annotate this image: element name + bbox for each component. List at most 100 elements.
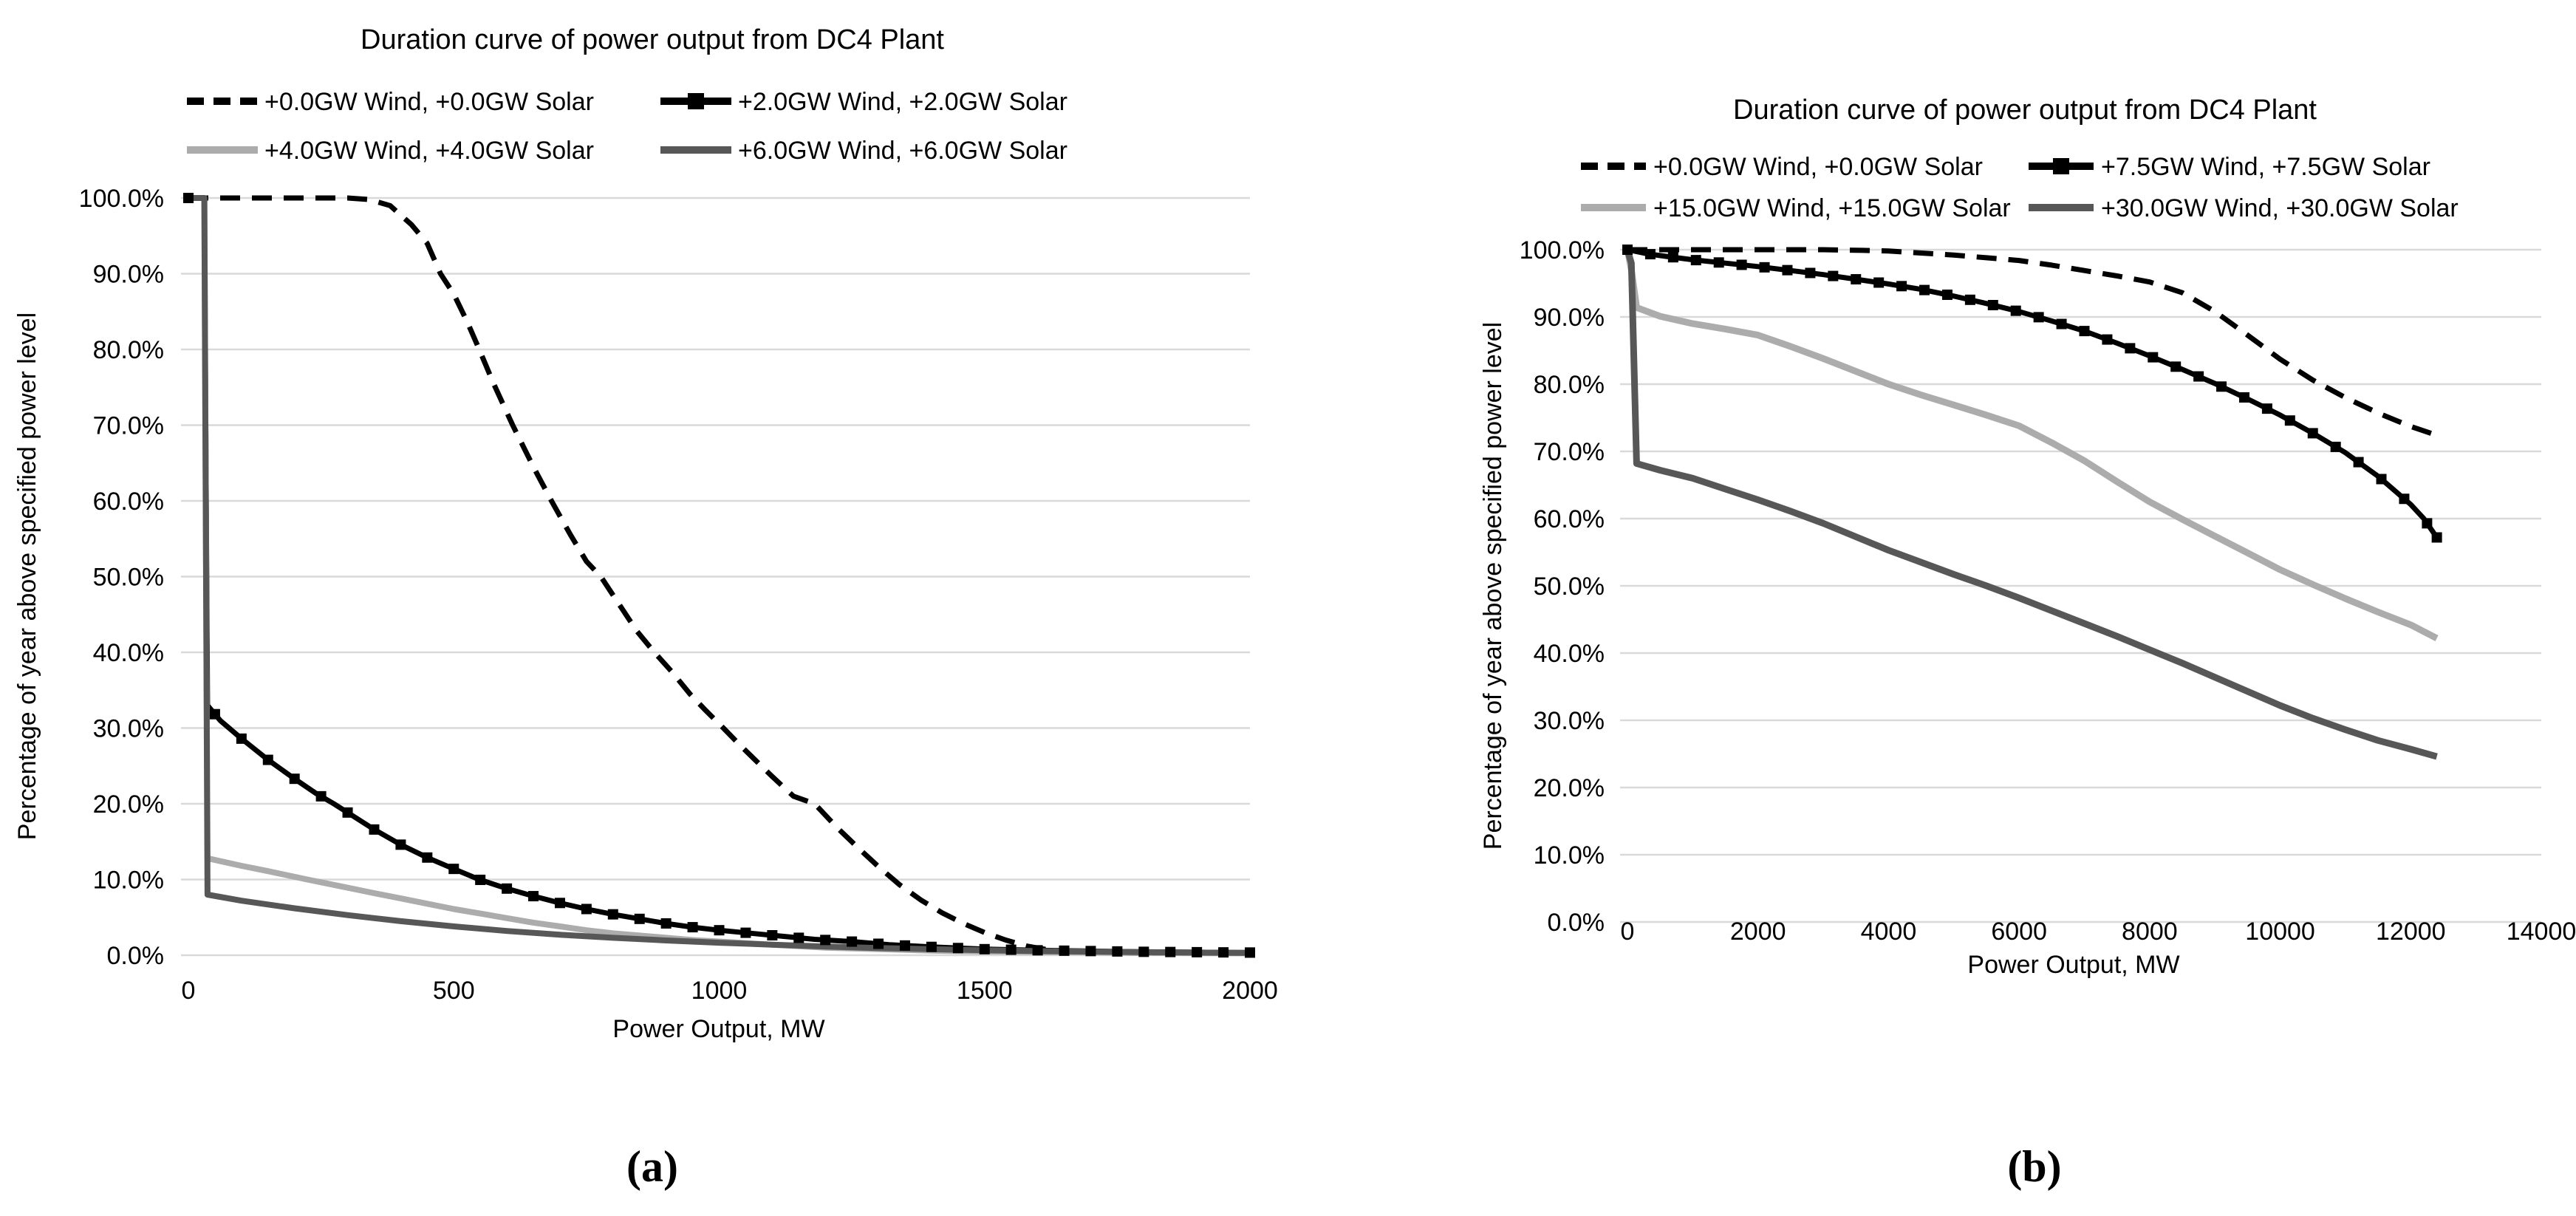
series-marker bbox=[1851, 274, 1862, 285]
series-marker bbox=[607, 909, 618, 920]
chart-a-title: Duration curve of power output from DC4 … bbox=[361, 24, 944, 55]
series-marker bbox=[1873, 277, 1885, 288]
chart-b-legend-keys bbox=[1581, 158, 2094, 211]
x-tick-label: 6000 bbox=[1991, 918, 2047, 946]
series-marker bbox=[847, 936, 858, 947]
series-marker bbox=[2422, 518, 2433, 529]
y-tick-label: 80.0% bbox=[93, 336, 164, 364]
series-marker bbox=[1736, 259, 1747, 270]
series-marker bbox=[1919, 284, 1930, 296]
series-marker bbox=[2193, 371, 2204, 382]
chart-a-x-axis-title: Power Output, MW bbox=[612, 1015, 824, 1043]
series-marker bbox=[1828, 270, 1839, 281]
legend-label-a3: +6.0GW Wind, +6.0GW Solar bbox=[738, 137, 1067, 165]
series-marker bbox=[422, 852, 433, 863]
caption-b: (b) bbox=[2007, 1142, 2062, 1191]
x-tick-label: 8000 bbox=[2122, 918, 2178, 946]
series-marker bbox=[2010, 305, 2021, 316]
legend-label-a0: +0.0GW Wind, +0.0GW Solar bbox=[264, 88, 594, 116]
chart-b-plot-area: 0.0% 10.0% 20.0% 30.0% 40.0% 50.0% 60.0% 70.0% 8… bbox=[1520, 236, 2576, 946]
series-marker bbox=[2170, 361, 2182, 372]
y-tick-label: 80.0% bbox=[1534, 371, 1605, 399]
series-marker bbox=[1138, 946, 1149, 957]
chart-b: Duration curve of power output from DC4 … bbox=[1479, 95, 2576, 979]
y-tick-label: 100.0% bbox=[79, 185, 164, 213]
series-line bbox=[188, 195, 1251, 955]
series-marker bbox=[209, 708, 220, 720]
y-tick-label: 10.0% bbox=[1534, 841, 1605, 870]
series-marker bbox=[2330, 441, 2341, 452]
series-marker bbox=[873, 938, 884, 949]
x-tick-label: 1500 bbox=[957, 977, 1013, 1005]
series-marker bbox=[581, 904, 592, 915]
series-marker bbox=[1644, 249, 1656, 260]
series-marker bbox=[1667, 252, 1678, 263]
series-marker bbox=[1896, 281, 1907, 292]
legend-label-b2: +15.0GW Wind, +15.0GW Solar bbox=[1653, 194, 2011, 222]
chart-b-y-axis-title: Percentage of year above specified power… bbox=[1479, 322, 1507, 850]
y-tick-label: 30.0% bbox=[93, 715, 164, 743]
y-tick-label: 70.0% bbox=[1534, 438, 1605, 466]
series-marker bbox=[289, 773, 300, 785]
series-marker bbox=[448, 864, 459, 875]
chart-b-legend: +0.0GW Wind, +0.0GW Solar +7.5GW Wind, +… bbox=[1581, 153, 2459, 222]
series-marker bbox=[2376, 474, 2387, 485]
series-marker bbox=[502, 883, 513, 894]
series-line bbox=[188, 195, 1251, 956]
series-marker bbox=[2261, 403, 2272, 414]
series-line bbox=[1624, 249, 2439, 641]
series-marker bbox=[926, 941, 937, 952]
y-tick-label: 90.0% bbox=[1534, 304, 1605, 332]
series-marker bbox=[767, 930, 778, 941]
y-tick-label: 50.0% bbox=[93, 564, 164, 592]
series-marker bbox=[395, 839, 406, 850]
series-line bbox=[1627, 247, 2438, 438]
series-marker bbox=[2399, 493, 2410, 505]
chart-a-plot-area: 0.0% 10.0% 20.0% 30.0% 40.0% 50.0% 60.0% 70.0% 8… bbox=[79, 185, 1278, 1005]
x-tick-label: 1000 bbox=[691, 977, 748, 1005]
series-marker bbox=[1805, 267, 1816, 279]
series-marker bbox=[1245, 947, 1255, 958]
series-marker bbox=[1085, 946, 1096, 957]
x-tick-label: 500 bbox=[433, 977, 475, 1005]
series-marker bbox=[952, 943, 963, 954]
series-line bbox=[1624, 248, 2438, 760]
series-marker bbox=[899, 940, 910, 951]
y-tick-label: 20.0% bbox=[93, 790, 164, 819]
series-marker bbox=[183, 193, 194, 203]
series-marker bbox=[2307, 428, 2318, 439]
legend-label-b0: +0.0GW Wind, +0.0GW Solar bbox=[1653, 153, 1983, 181]
chart-a-legend: +0.0GW Wind, +0.0GW Solar +2.0GW Wind, +… bbox=[187, 88, 1067, 165]
series-marker bbox=[2056, 318, 2067, 329]
chart-a-y-axis-title: Percentage of year above specified power… bbox=[13, 312, 41, 840]
series-marker bbox=[687, 922, 698, 933]
y-tick-label: 10.0% bbox=[93, 867, 164, 895]
y-tick-label: 90.0% bbox=[93, 261, 164, 289]
series-marker bbox=[1005, 944, 1017, 955]
series-marker bbox=[1987, 299, 1998, 310]
y-tick-label: 100.0% bbox=[1520, 236, 1605, 264]
series-marker bbox=[342, 807, 353, 818]
legend-key-marker bbox=[688, 93, 704, 109]
series-line bbox=[188, 195, 1251, 957]
series-marker bbox=[1165, 946, 1176, 957]
series-marker bbox=[2125, 343, 2136, 354]
series-marker bbox=[740, 927, 751, 938]
y-tick-label: 40.0% bbox=[1534, 640, 1605, 668]
y-tick-label: 40.0% bbox=[93, 639, 164, 667]
series-marker bbox=[2148, 352, 2159, 363]
y-tick-label: 70.0% bbox=[93, 412, 164, 440]
series-marker bbox=[1690, 255, 1701, 266]
x-tick-label: 2000 bbox=[1222, 977, 1278, 1005]
series-marker bbox=[1713, 257, 1724, 268]
caption-a: (a) bbox=[626, 1142, 678, 1191]
series-marker bbox=[2079, 326, 2090, 337]
series-marker bbox=[2238, 392, 2249, 403]
x-tick-label: 12000 bbox=[2376, 918, 2446, 946]
x-tick-label: 0 bbox=[182, 977, 196, 1005]
series-marker bbox=[2216, 381, 2227, 392]
series-marker bbox=[262, 754, 273, 765]
legend-key-marker bbox=[2053, 158, 2069, 174]
